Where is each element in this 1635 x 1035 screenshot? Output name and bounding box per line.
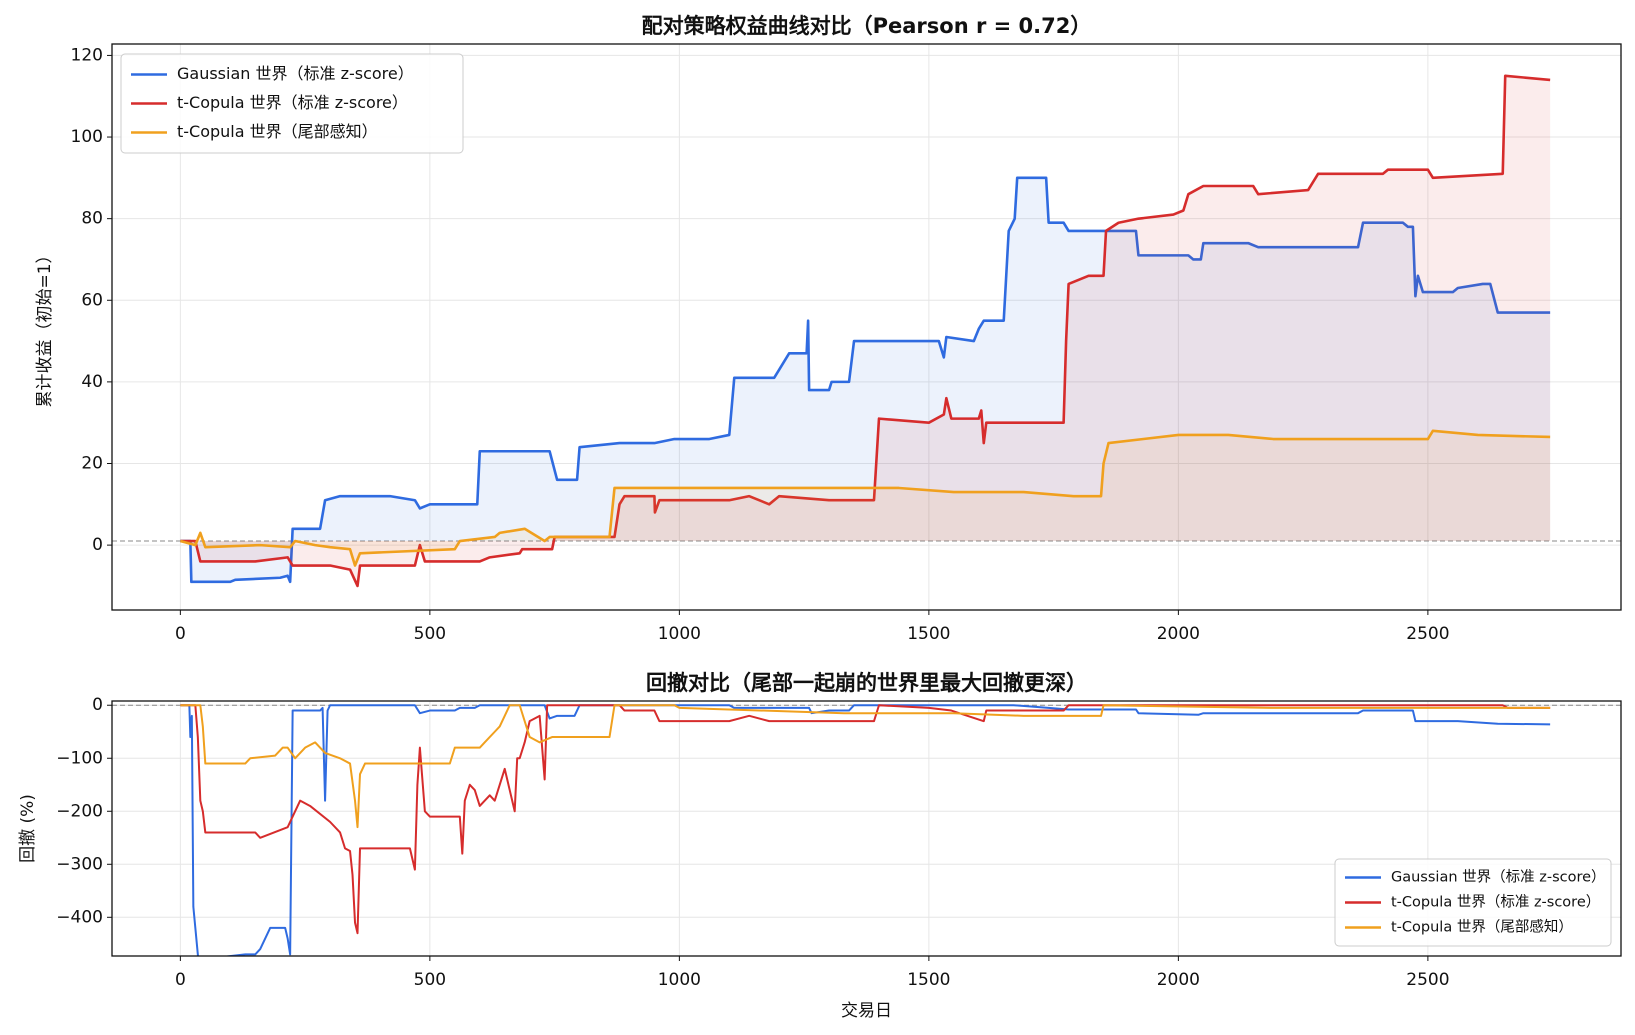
legend-label: Gaussian 世界（标准 z-score） — [1391, 869, 1606, 886]
line — [180, 429, 1551, 567]
legend-box — [1334, 858, 1612, 947]
x-tick-label: 500 — [414, 970, 446, 990]
y-tick-label: 20 — [81, 454, 103, 474]
legend-label: t-Copula 世界（尾部感知） — [1391, 919, 1573, 936]
x-tick-label: 2000 — [1157, 970, 1200, 990]
y-tick-label: 100 — [71, 127, 103, 147]
y-tick-label: −300 — [56, 854, 103, 874]
axes-frame — [111, 700, 1622, 957]
y-tick-label: −200 — [56, 801, 103, 821]
y-tick-label: 0 — [92, 535, 103, 555]
y-tick-label: 120 — [71, 45, 103, 65]
legend-label: Gaussian 世界（标准 z-score） — [177, 64, 414, 83]
legend-label: t-Copula 世界（标准 z-score） — [1391, 894, 1600, 911]
legend-label: t-Copula 世界（标准 z-score） — [177, 93, 408, 112]
x-tick-label: 2000 — [1157, 624, 1200, 644]
line — [180, 74, 1551, 588]
area — [180, 430, 1551, 566]
line — [180, 176, 1551, 584]
area — [180, 177, 1551, 582]
x-tick-label: 1500 — [907, 624, 950, 644]
line — [180, 704, 1551, 935]
x-tick-label: 0 — [175, 624, 186, 644]
y-tick-label: 40 — [81, 372, 103, 392]
x-tick-label: 2500 — [1406, 624, 1449, 644]
y-tick-label: 80 — [81, 209, 103, 229]
line — [180, 704, 1551, 829]
area — [180, 75, 1551, 586]
x-axis-label: 交易日 — [841, 1001, 892, 1021]
y-tick-label: −100 — [56, 748, 103, 768]
x-tick-label: 0 — [175, 970, 186, 990]
legend-label: t-Copula 世界（尾部感知） — [177, 122, 378, 141]
x-tick-label: 1000 — [658, 970, 701, 990]
y-tick-label: 60 — [81, 290, 103, 310]
x-tick-label: 500 — [414, 624, 446, 644]
legend-box — [120, 53, 464, 154]
x-tick-label: 1500 — [907, 970, 950, 990]
chart-title: 配对策略权益曲线对比（Pearson r = 0.72） — [642, 14, 1092, 38]
axes-frame — [111, 43, 1622, 611]
x-tick-label: 2500 — [1406, 970, 1449, 990]
legend: Gaussian 世界（标准 z-score） t-Copula 世界（标准 z-… — [1334, 858, 1612, 947]
y-tick-label: 0 — [92, 695, 103, 715]
plot-area — [112, 74, 1621, 588]
chart-title: 回撤对比（尾部一起崩的世界里最大回撤更深） — [646, 671, 1087, 695]
y-tick-label: −400 — [56, 907, 103, 927]
y-axis-label: 回撤 (%) — [18, 794, 38, 863]
legend: Gaussian 世界（标准 z-score） t-Copula 世界（标准 z-… — [120, 53, 464, 154]
y-axis-label: 累计收益（初始=1） — [35, 246, 55, 407]
plot-area — [112, 704, 1621, 956]
x-tick-label: 1000 — [658, 624, 701, 644]
